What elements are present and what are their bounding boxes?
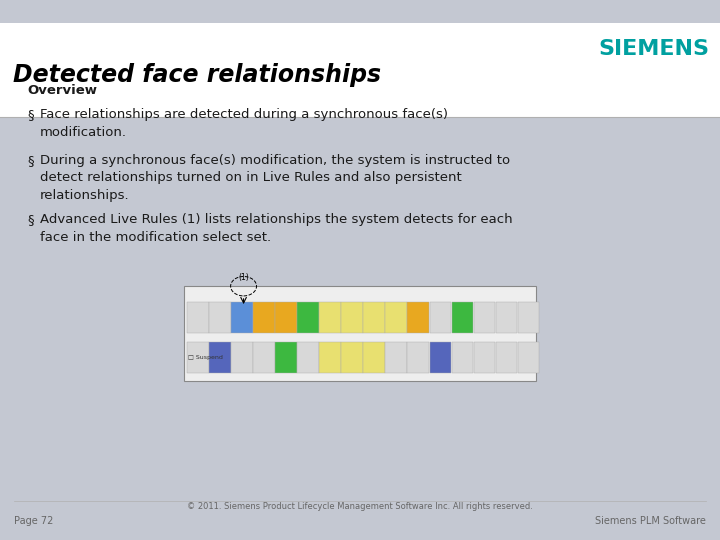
Bar: [187, 342, 209, 373]
Text: © 2011. Siemens Product Lifecycle Management Software Inc. All rights reserved.: © 2011. Siemens Product Lifecycle Manage…: [187, 502, 533, 511]
Bar: [430, 342, 451, 373]
Bar: [518, 342, 539, 373]
Bar: [0, 0, 720, 23]
Bar: [385, 302, 407, 333]
Bar: [320, 342, 341, 373]
Text: Advanced Live Rules (1) lists relationships the system detects for each
face in : Advanced Live Rules (1) lists relationsh…: [40, 213, 512, 244]
Bar: [231, 302, 253, 333]
Bar: [187, 302, 209, 333]
Text: Overview: Overview: [27, 84, 97, 97]
Bar: [297, 342, 319, 373]
Bar: [320, 302, 341, 333]
Bar: [364, 302, 384, 333]
Text: Siemens PLM Software: Siemens PLM Software: [595, 516, 706, 526]
Bar: [430, 302, 451, 333]
Bar: [451, 342, 473, 373]
Bar: [408, 342, 429, 373]
Text: □ Suspend: □ Suspend: [188, 355, 222, 360]
Text: §: §: [27, 154, 34, 167]
Text: §: §: [27, 213, 34, 226]
Bar: [341, 342, 363, 373]
Bar: [451, 302, 473, 333]
Bar: [210, 302, 230, 333]
Bar: [253, 342, 274, 373]
Bar: [210, 342, 230, 373]
Text: SIEMENS: SIEMENS: [598, 39, 709, 59]
Text: Face relationships are detected during a synchronous face(s)
modification.: Face relationships are detected during a…: [40, 108, 448, 138]
Bar: [518, 302, 539, 333]
Bar: [474, 302, 495, 333]
Bar: [364, 342, 384, 373]
Bar: [495, 342, 517, 373]
Bar: [297, 302, 319, 333]
Bar: [253, 302, 274, 333]
Text: §: §: [27, 108, 34, 121]
Bar: [275, 302, 297, 333]
Bar: [385, 342, 407, 373]
Text: During a synchronous face(s) modification, the system is instructed to
detect re: During a synchronous face(s) modificatio…: [40, 154, 510, 202]
Bar: [474, 342, 495, 373]
Bar: [184, 286, 536, 381]
Bar: [341, 302, 363, 333]
Bar: [495, 302, 517, 333]
Text: Detected face relationships: Detected face relationships: [13, 63, 381, 86]
Bar: [0, 23, 720, 117]
Text: Page 72: Page 72: [14, 516, 54, 526]
Bar: [231, 342, 253, 373]
Bar: [275, 342, 297, 373]
Bar: [408, 302, 429, 333]
Text: (1): (1): [238, 273, 249, 282]
